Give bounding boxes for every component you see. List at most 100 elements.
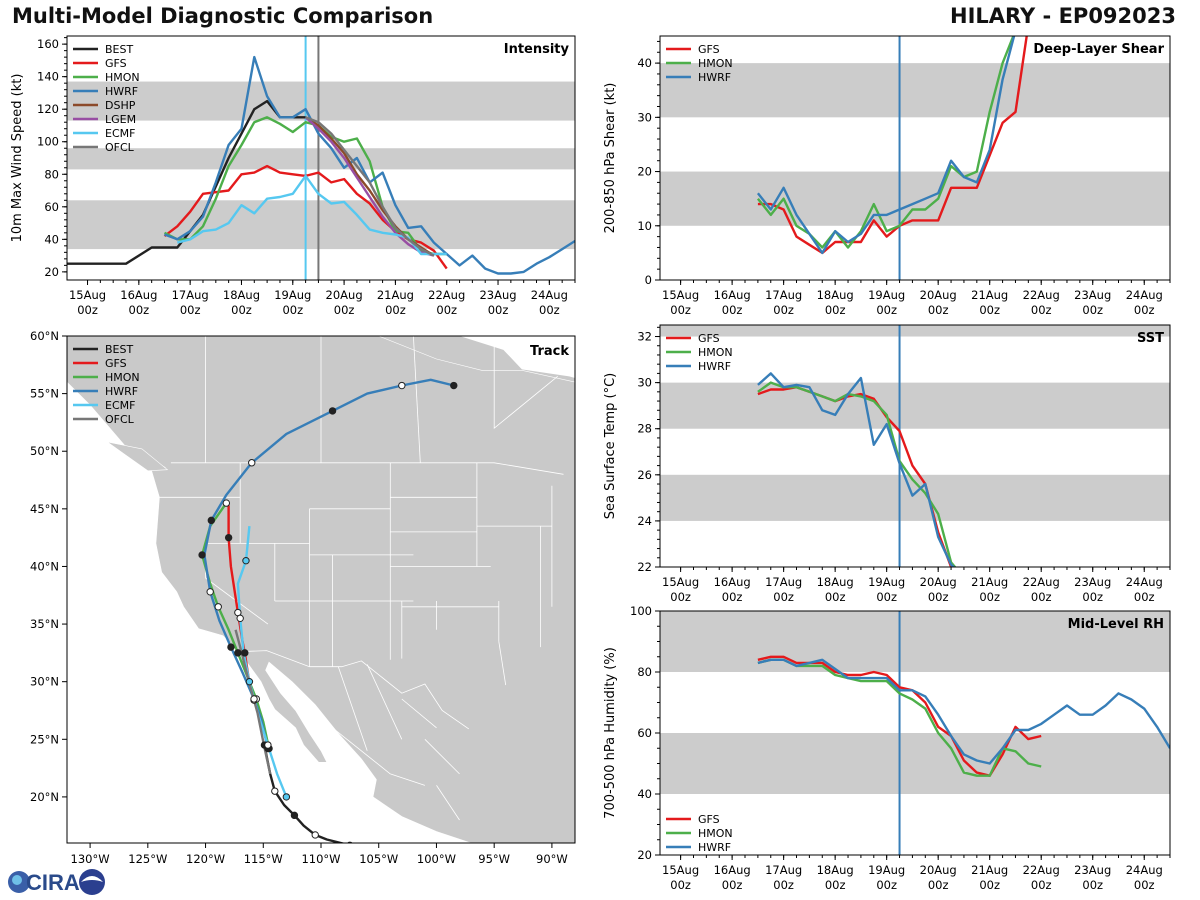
track-marker-hwrf — [450, 381, 458, 390]
legend-label-gfs: GFS — [105, 357, 127, 370]
series-line-ecmf — [177, 174, 447, 256]
x-tick-hour: 00z — [773, 303, 794, 317]
legend-label-hwrf: HWRF — [105, 85, 138, 98]
track-marker-hwrf — [206, 588, 214, 596]
shaded-band — [67, 81, 575, 121]
lat-tick-label: 35°N — [30, 617, 59, 631]
x-tick-date: 19Aug — [868, 863, 905, 877]
y-tick-label: 20 — [637, 848, 652, 862]
x-tick-date: 15Aug — [662, 288, 699, 302]
x-tick-hour: 00z — [825, 590, 846, 604]
panel-title: Intensity — [504, 42, 570, 57]
plot-area — [67, 36, 575, 280]
track-marker-ecmf — [236, 614, 244, 623]
x-tick-hour: 00z — [77, 303, 98, 317]
legend-label-hwrf: HWRF — [105, 385, 138, 398]
x-tick-hour: 00z — [722, 590, 743, 604]
y-tick-label: 100 — [630, 604, 652, 618]
y-tick-label: 120 — [37, 102, 59, 116]
emblem-bird-icon — [81, 876, 103, 882]
y-axis-label: 200-850 hPa Shear (kt) — [603, 83, 618, 234]
x-tick-hour: 00z — [385, 303, 406, 317]
x-tick-date: 20Aug — [920, 288, 957, 302]
y-tick-label: 100 — [37, 135, 59, 149]
lat-tick-label: 40°N — [30, 559, 59, 573]
x-tick-date: 17Aug — [765, 288, 802, 302]
storm-id-title: HILARY - EP092023 — [950, 4, 1176, 28]
track-marker-gfs — [241, 649, 249, 657]
x-tick-date: 21Aug — [971, 575, 1008, 589]
track-marker-hmon — [198, 551, 206, 559]
y-tick-label: 60 — [637, 726, 652, 740]
x-tick-hour: 00z — [825, 303, 846, 317]
x-tick-hour: 00z — [670, 878, 691, 892]
x-tick-hour: 00z — [722, 303, 743, 317]
x-tick-date: 16Aug — [714, 575, 751, 589]
series-line-gfs — [757, 36, 1028, 255]
y-tick-label: 160 — [37, 37, 59, 51]
lon-tick-label: 100°W — [417, 852, 456, 866]
track-marker-hwrf — [227, 643, 235, 651]
legend-label-hmon: HMON — [105, 371, 140, 384]
x-tick-date: 23Aug — [479, 288, 516, 302]
series-line-hwrf — [756, 36, 1016, 255]
x-tick-hour: 00z — [928, 303, 949, 317]
border-sask-manitoba — [413, 336, 421, 463]
shaded-band — [660, 382, 1170, 429]
y-tick-label: 140 — [37, 70, 59, 84]
panel-sst: 22242628303215Aug00z16Aug00z17Aug00z18Au… — [603, 324, 1171, 604]
x-tick-hour: 00z — [1134, 878, 1155, 892]
legend-label-hwrf: HWRF — [698, 360, 731, 373]
map-area — [67, 336, 575, 843]
x-tick-hour: 00z — [979, 590, 1000, 604]
x-tick-hour: 00z — [928, 590, 949, 604]
x-tick-hour: 00z — [129, 303, 150, 317]
y-axis-label: Sea Surface Temp (°C) — [603, 373, 618, 520]
legend-label-ofcl: OFCL — [105, 141, 135, 154]
mexico-state-border — [332, 727, 391, 775]
series-line-ofcl — [305, 116, 435, 257]
x-tick-date: 23Aug — [1074, 575, 1111, 589]
y-tick-label: 20 — [44, 265, 59, 279]
border-us-mexico — [238, 650, 470, 730]
x-tick-date: 20Aug — [326, 288, 363, 302]
x-tick-hour: 00z — [231, 303, 252, 317]
lat-tick-label: 60°N — [30, 329, 59, 343]
x-tick-date: 18Aug — [223, 288, 260, 302]
legend-label-ecmf: ECMF — [105, 127, 135, 140]
x-tick-date: 15Aug — [662, 575, 699, 589]
x-tick-hour: 00z — [1031, 878, 1052, 892]
mexico-state-border — [366, 664, 403, 740]
x-tick-hour: 00z — [876, 590, 897, 604]
x-tick-hour: 00z — [1031, 303, 1052, 317]
track-marker-hmon — [222, 499, 231, 507]
lon-tick-label: 115°W — [244, 852, 283, 866]
lon-tick-label: 125°W — [128, 852, 167, 866]
x-tick-date: 16Aug — [120, 288, 157, 302]
panel-title: Track — [530, 344, 569, 359]
y-tick-label: 22 — [637, 560, 652, 574]
x-tick-date: 21Aug — [971, 863, 1008, 877]
x-tick-date: 17Aug — [765, 575, 802, 589]
x-tick-hour: 00z — [670, 303, 691, 317]
plot-area — [660, 36, 1170, 280]
x-tick-date: 22Aug — [1023, 863, 1060, 877]
x-tick-date: 18Aug — [817, 288, 854, 302]
x-tick-hour: 00z — [436, 303, 457, 317]
x-tick-date: 21Aug — [377, 288, 414, 302]
lat-tick-label: 20°N — [30, 790, 59, 804]
cira-logo: CIRA — [8, 869, 105, 895]
panel-rh: 2040608010015Aug00z16Aug00z17Aug00z18Aug… — [603, 604, 1171, 892]
globe-highlight — [12, 875, 22, 885]
legend-label-hmon: HMON — [698, 57, 733, 70]
panel-track: 130°W 125°W 120°W 115°W 110°W 105°W 100°W 95°W 9… — [30, 329, 576, 866]
x-tick-date: 18Aug — [817, 863, 854, 877]
x-tick-hour: 00z — [670, 590, 691, 604]
x-tick-date: 23Aug — [1074, 288, 1111, 302]
y-tick-label: 26 — [637, 468, 652, 482]
noaa-emblem-icon — [79, 869, 105, 895]
shaded-band — [660, 325, 1170, 337]
x-tick-hour: 00z — [979, 878, 1000, 892]
x-tick-hour: 00z — [1082, 878, 1103, 892]
shaded-band — [660, 171, 1170, 226]
